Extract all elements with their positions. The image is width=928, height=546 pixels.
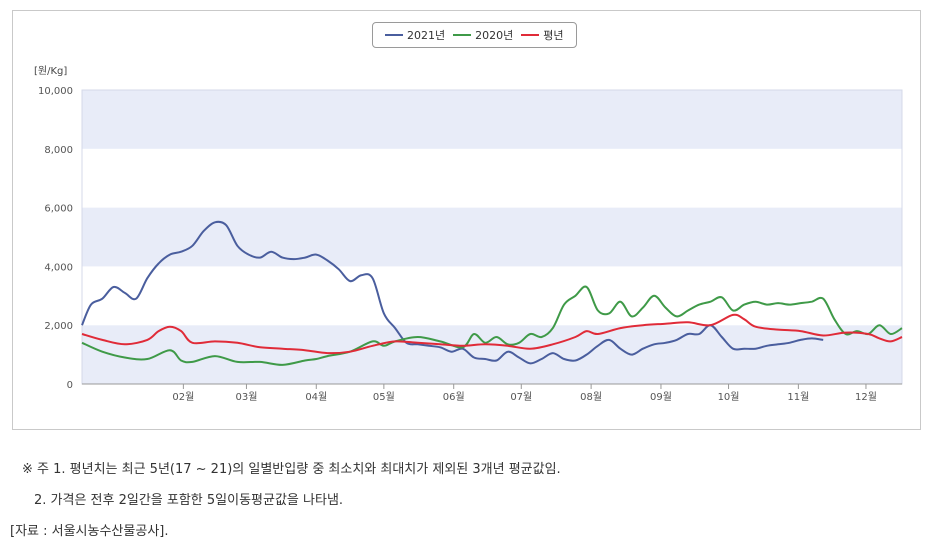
series-line-2020 [81, 285, 903, 366]
legend-item-2021[interactable]: 2021년 [385, 27, 445, 43]
legend-item-normal-year[interactable]: 평년 [521, 27, 564, 43]
x-tick-label: 11월 [787, 391, 809, 403]
x-tick-label: 12월 [855, 391, 877, 403]
x-tick-label: 04월 [305, 391, 327, 403]
legend-label-2021: 2021년 [407, 29, 446, 42]
chart-legend: 2021년 2020년 평년 [372, 22, 577, 48]
legend-item-2020[interactable]: 2020년 [453, 27, 513, 43]
y-tick-label: 0 [67, 380, 73, 391]
y-tick-label: 2,000 [44, 321, 73, 332]
grid-band-3 [82, 148, 902, 208]
x-tick-label: 02월 [172, 391, 194, 403]
legend-swatch-2021 [385, 34, 403, 36]
y-tick-label: 4,000 [44, 262, 73, 273]
line-chart: 0 2,000 4,000 6,000 8,000 10,000 02월 03월 04월 05월 0… [38, 86, 903, 403]
grid-band-2 [82, 207, 902, 267]
legend-swatch-2020 [453, 34, 472, 36]
x-tick-label: 10월 [718, 391, 740, 403]
x-tick-label: 05월 [373, 391, 395, 403]
x-tick-label: 08월 [580, 391, 602, 403]
x-tick-label: 09월 [650, 391, 672, 403]
grid-band-1 [82, 266, 902, 326]
y-tick-label: 10,000 [38, 86, 73, 97]
legend-label-normal-year: 평년 [543, 29, 564, 42]
note-line-2: 2. 가격은 전후 2일간을 포함한 5일이동평균값을 나타냄. [34, 493, 344, 508]
grid-band-0 [82, 325, 902, 384]
note-line-1: ※ 주 1. 평년치는 최근 5년(17 ~ 21)의 일별반입량 중 최소치와… [22, 462, 561, 477]
legend-swatch-normal-year [521, 34, 540, 36]
grid-band-4 [82, 90, 902, 149]
x-tick-label: 07월 [510, 391, 532, 403]
legend-label-2020: 2020년 [475, 29, 514, 42]
x-tick-label: 06월 [443, 391, 465, 403]
series-line-normal-year [81, 313, 903, 355]
series-line-2021 [81, 220, 824, 365]
source-credit: [자료 : 서울시농수산물공사]. [10, 524, 169, 539]
x-tick-label: 03월 [235, 391, 257, 403]
y-axis-unit-label: [원/Kg] [34, 66, 68, 77]
y-tick-label: 8,000 [44, 145, 73, 156]
y-tick-label: 6,000 [44, 204, 73, 215]
